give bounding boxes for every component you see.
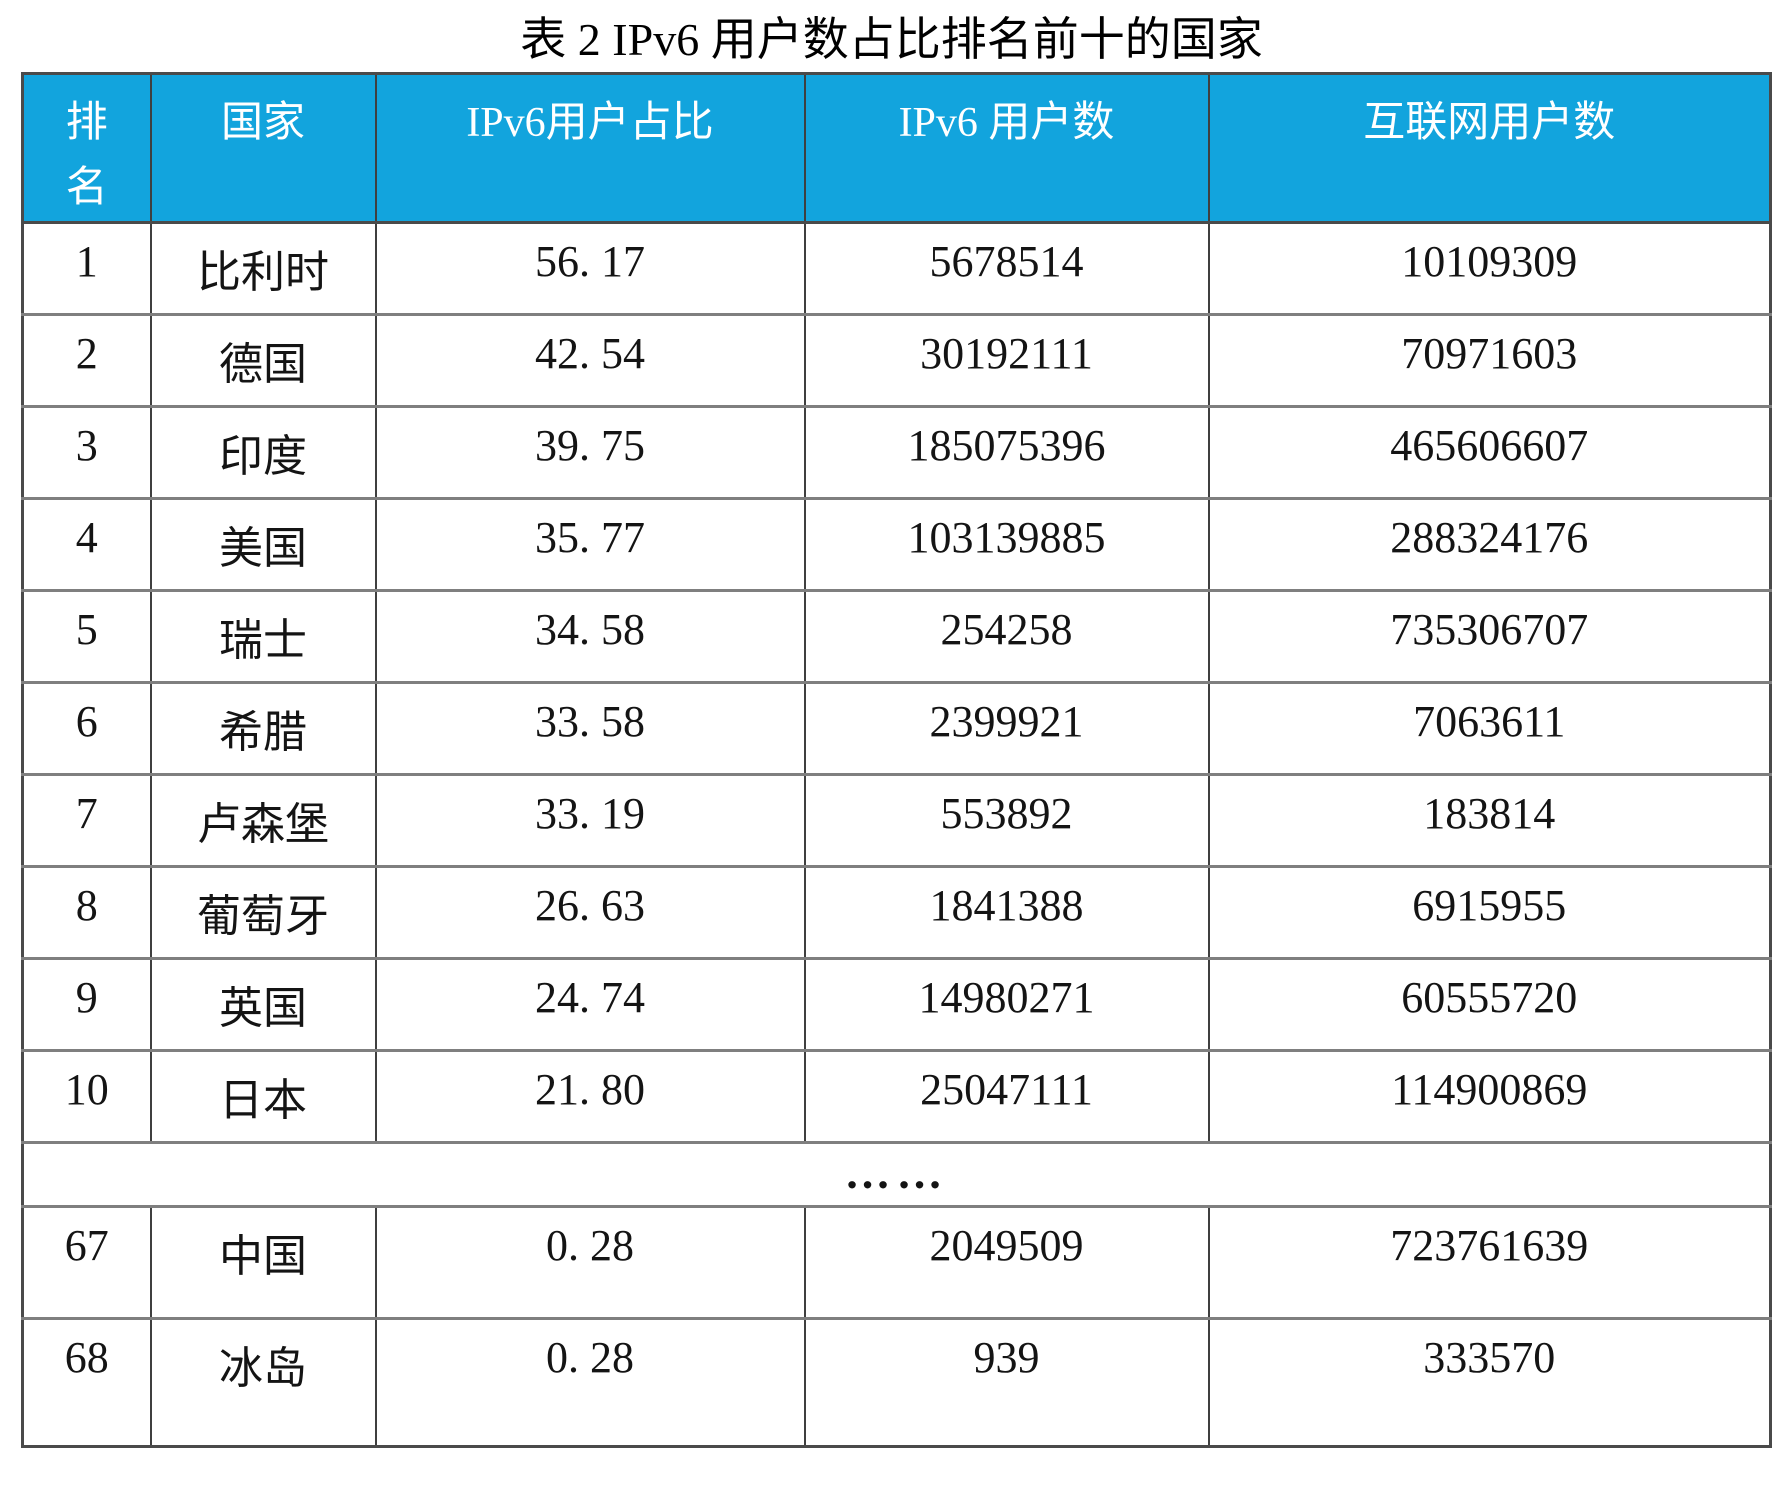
table-row: 2 德国 42. 54 30192111 70971603 <box>21 313 1772 407</box>
table-cell: 34. 58 <box>374 589 806 683</box>
table-cell: 1 <box>21 221 152 315</box>
table-row: 5 瑞士 34. 58 254258 735306707 <box>21 589 1772 683</box>
table-caption: 表 2 IPv6 用户数占比排名前十的国家 <box>520 14 1263 65</box>
table-row: 67 中国 0. 28 2049509 723761639 <box>21 1205 1772 1319</box>
table-cell: 瑞士 <box>149 589 377 683</box>
table-cell: 553892 <box>803 773 1210 867</box>
table-cell: 39. 75 <box>374 405 806 499</box>
table-cell: 33. 58 <box>374 681 806 775</box>
table-cell: 67 <box>21 1205 152 1319</box>
table-body: 1 比利时 56. 17 5678514 10109309 2 德国 42. 54 301921… <box>21 221 1772 1447</box>
table-cell: 254258 <box>803 589 1210 683</box>
table-row: 10 日本 21. 80 25047111 114900869 <box>21 1049 1772 1143</box>
table-cell: 10 <box>21 1049 152 1143</box>
table-cell: 723761639 <box>1207 1205 1772 1319</box>
table-cell: 0. 28 <box>374 1205 806 1319</box>
ipv6-ranking-table: 排名 国家 IPv6用户占比 IPv6 用户数 互联网用户数 1 比利时 56. 1… <box>21 72 1772 1449</box>
column-header-country: 国家 <box>149 72 377 225</box>
table-cell: 英国 <box>149 957 377 1051</box>
table-row: 1 比利时 56. 17 5678514 10109309 <box>21 221 1772 315</box>
header-row: 排名 国家 IPv6用户占比 IPv6 用户数 互联网用户数 <box>21 72 1772 225</box>
table-row: 3 印度 39. 75 185075396 465606607 <box>21 405 1772 499</box>
table-cell: 26. 63 <box>374 865 806 959</box>
column-header-rank: 排名 <box>21 72 152 225</box>
ellipsis-cell: …… <box>22 1141 1771 1207</box>
table-cell: 比利时 <box>149 221 377 315</box>
table-cell: 希腊 <box>149 681 377 775</box>
table-row: 68 冰岛 0. 28 939 333570 <box>21 1317 1772 1447</box>
table-cell: 33. 19 <box>374 773 806 867</box>
table-cell: 9 <box>21 957 152 1051</box>
table-cell: 卢森堡 <box>149 773 377 867</box>
table-cell: 1841388 <box>803 865 1210 959</box>
table-cell: 42. 54 <box>374 313 806 407</box>
table-cell: 美国 <box>149 497 377 591</box>
table-row: 4 美国 35. 77 103139885 288324176 <box>21 497 1772 591</box>
table-cell: 24. 74 <box>374 957 806 1051</box>
table-cell: 465606607 <box>1207 405 1772 499</box>
table-cell: 114900869 <box>1207 1049 1772 1143</box>
table-cell: 60555720 <box>1207 957 1772 1051</box>
table-cell: 7063611 <box>1207 681 1772 775</box>
table-cell: 中国 <box>149 1205 377 1319</box>
table-cell: 35. 77 <box>374 497 806 591</box>
table-cell: 30192111 <box>803 313 1210 407</box>
column-header-internet-users: 互联网用户数 <box>1207 72 1772 225</box>
table-cell: 2049509 <box>803 1205 1210 1319</box>
table-cell: 3 <box>21 405 152 499</box>
table-cell: 2 <box>21 313 152 407</box>
table-row: 9 英国 24. 74 14980271 60555720 <box>21 957 1772 1051</box>
table-cell: 183814 <box>1207 773 1772 867</box>
table-cell: 5 <box>21 589 152 683</box>
table-cell: 185075396 <box>803 405 1210 499</box>
table-row: 6 希腊 33. 58 2399921 7063611 <box>21 681 1772 775</box>
table-cell: 印度 <box>149 405 377 499</box>
table-cell: 939 <box>803 1317 1210 1447</box>
table-cell: 68 <box>21 1317 152 1447</box>
table-row: 7 卢森堡 33. 19 553892 183814 <box>21 773 1772 867</box>
table-cell: 7 <box>21 773 152 867</box>
table-cell: 70971603 <box>1207 313 1772 407</box>
table-cell: 0. 28 <box>374 1317 806 1447</box>
table-cell: 日本 <box>149 1049 377 1143</box>
table-cell: 735306707 <box>1207 589 1772 683</box>
table-cell: 21. 80 <box>374 1049 806 1143</box>
table-cell: 6915955 <box>1207 865 1772 959</box>
table-cell: 14980271 <box>803 957 1210 1051</box>
column-header-ipv6-share: IPv6用户占比 <box>374 72 806 225</box>
table-row: 8 葡萄牙 26. 63 1841388 6915955 <box>21 865 1772 959</box>
table-cell: 冰岛 <box>149 1317 377 1447</box>
table-cell: 333570 <box>1207 1317 1772 1447</box>
table-cell: 5678514 <box>803 221 1210 315</box>
column-header-ipv6-users: IPv6 用户数 <box>803 72 1210 225</box>
table-cell: 8 <box>21 865 152 959</box>
table-cell: 6 <box>21 681 152 775</box>
table-cell: 4 <box>21 497 152 591</box>
table-cell: 56. 17 <box>374 221 806 315</box>
ellipsis-row: …… <box>22 1141 1771 1207</box>
table-cell: 288324176 <box>1207 497 1772 591</box>
table-cell: 25047111 <box>803 1049 1210 1143</box>
table-cell: 2399921 <box>803 681 1210 775</box>
table-cell: 103139885 <box>803 497 1210 591</box>
table-cell: 葡萄牙 <box>149 865 377 959</box>
table-cell: 德国 <box>149 313 377 407</box>
table-cell: 10109309 <box>1207 221 1772 315</box>
